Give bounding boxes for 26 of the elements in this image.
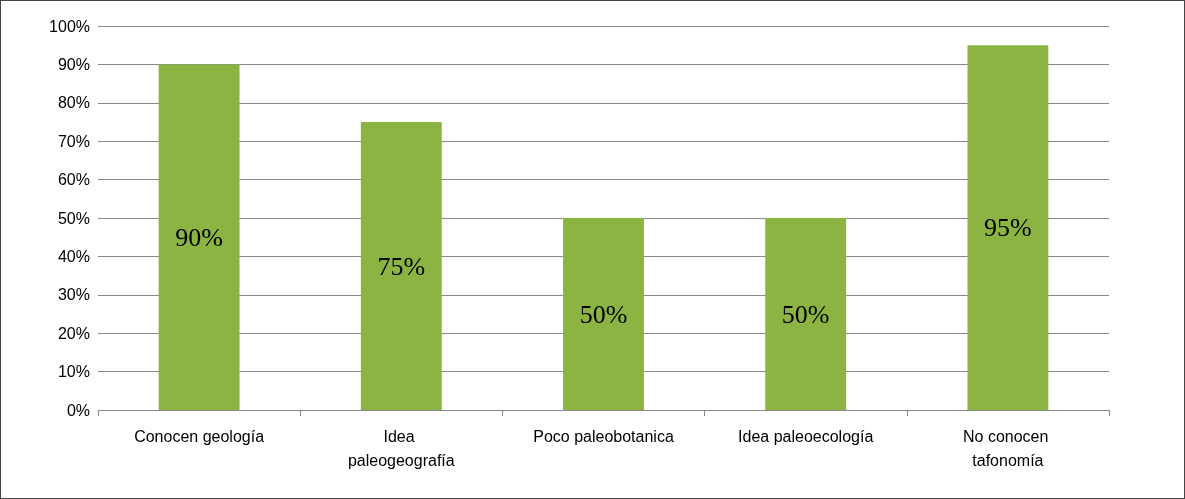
bar xyxy=(158,64,240,410)
data-label: 50% xyxy=(579,299,628,329)
x-tick-label: Idea paleogeografía xyxy=(347,427,455,469)
y-tick-label: 100% xyxy=(49,17,90,35)
y-tick-label: 80% xyxy=(57,94,90,112)
y-tick-label: 50% xyxy=(57,209,90,227)
y-tick-label: 70% xyxy=(57,132,90,150)
data-label: 50% xyxy=(781,299,830,329)
y-tick-label: 20% xyxy=(57,324,90,342)
x-tick-label: Idea paleoecología xyxy=(738,427,874,445)
bar xyxy=(360,122,442,410)
data-label: 75% xyxy=(377,251,426,281)
bar xyxy=(967,45,1049,410)
data-label: 95% xyxy=(984,213,1032,243)
y-tick-label: 0% xyxy=(66,401,90,419)
y-tick-label: 30% xyxy=(57,286,90,304)
y-tick-label: 60% xyxy=(57,171,90,189)
x-tick-label: Poco paleobotanica xyxy=(533,427,674,445)
y-tick-label: 90% xyxy=(57,55,90,73)
y-tick-label: 10% xyxy=(57,363,90,381)
y-tick-label: 40% xyxy=(57,247,90,265)
data-label: 90% xyxy=(175,222,223,252)
x-tick-label: No conocen tafonomía xyxy=(962,427,1053,469)
bar xyxy=(765,218,847,410)
x-tick-label: Conocen geología xyxy=(134,427,265,445)
bar xyxy=(563,218,644,410)
